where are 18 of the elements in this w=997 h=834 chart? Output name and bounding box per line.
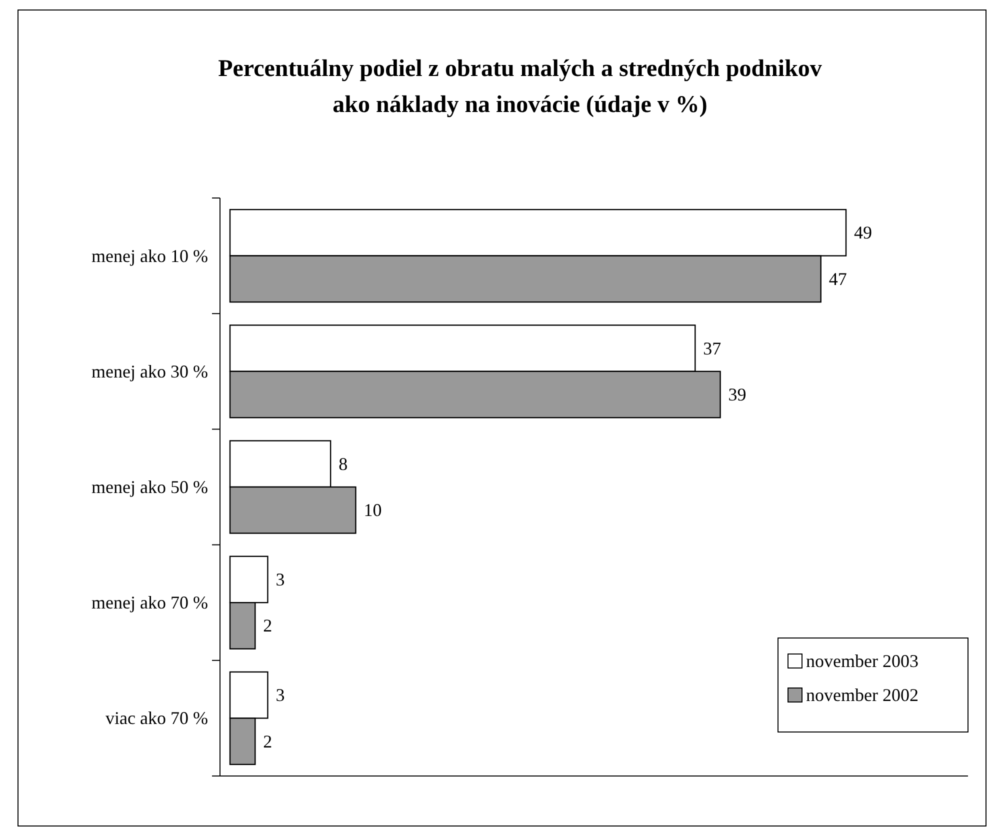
data-label: 2	[263, 616, 272, 636]
y-tick-label: menej ako 10 %	[92, 246, 208, 266]
data-label: 47	[828, 268, 847, 289]
data-label: 8	[338, 454, 348, 474]
data-label: 2	[263, 731, 272, 752]
data-label: 3	[276, 569, 285, 590]
data-label: 49	[854, 222, 872, 243]
data-label: 3	[276, 685, 285, 706]
y-tick-label: menej ako 70 %	[92, 592, 208, 613]
y-tick-label: menej ako 50 %	[92, 477, 208, 497]
chart-title: Percentuálny podiel z obratu malých a stredných podnikov ako náklady na inovácie (údaje v %)	[218, 56, 822, 118]
data-label: 37	[703, 338, 722, 358]
legend-label: november 2002	[806, 685, 918, 705]
data-label: 39	[728, 384, 746, 405]
legend-label: november 2003	[806, 651, 918, 671]
y-tick-label: viac ako 70 %	[106, 708, 208, 728]
data-label: 10	[364, 500, 382, 520]
y-tick-label: menej ako 30 %	[92, 361, 208, 382]
